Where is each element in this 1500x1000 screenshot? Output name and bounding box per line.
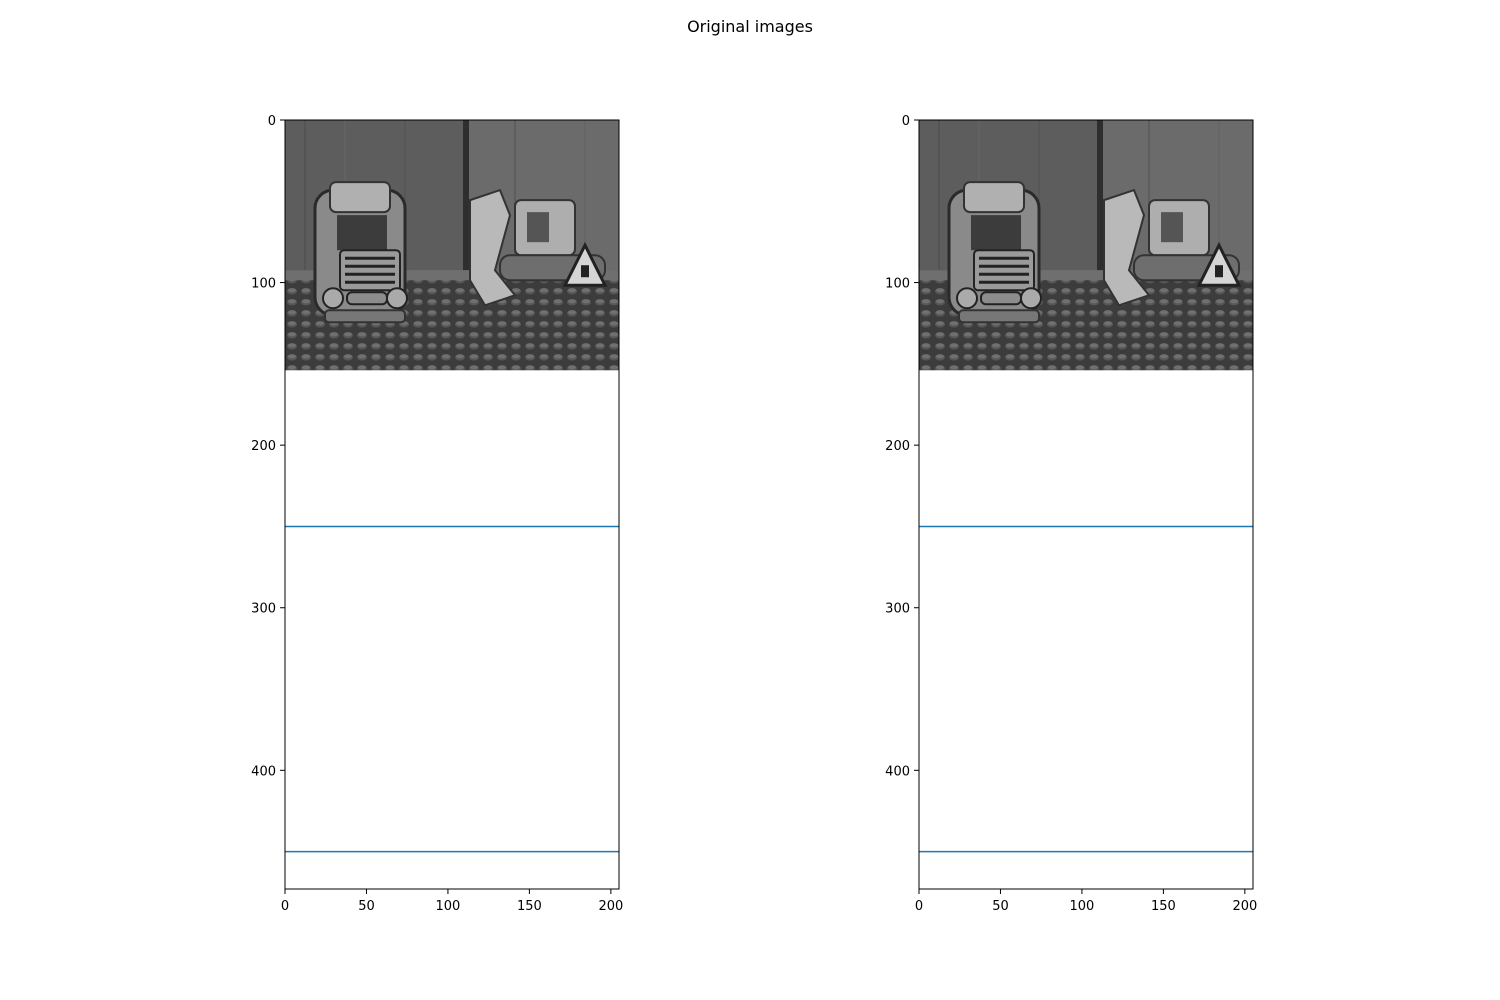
- axes-panel-2: 0 50 100 150 200 0 100 200 300 400: [885, 114, 1257, 914]
- y-tick-label: 300: [251, 602, 276, 617]
- x-tick-label: 200: [1232, 899, 1257, 914]
- y-tick-label: 0: [268, 114, 276, 129]
- x-tick-label: 150: [517, 899, 542, 914]
- grayscale-image: [285, 120, 619, 371]
- axes-frame: [284, 119, 620, 890]
- axes-frame: [918, 119, 1254, 890]
- x-tick-label: 200: [598, 899, 623, 914]
- figure-title: Original images: [687, 17, 813, 36]
- y-tick-label: 100: [251, 277, 276, 292]
- axes-panel-1: 0 50 100 150 200 0 100 200 300 400: [251, 114, 623, 914]
- x-tick-label: 0: [915, 899, 923, 914]
- x-tick-label: 50: [358, 899, 375, 914]
- y-tick-label: 400: [251, 764, 276, 779]
- x-tick-label: 100: [1070, 899, 1095, 914]
- y-tick-label: 400: [885, 764, 910, 779]
- y-tick-label: 300: [885, 602, 910, 617]
- y-tick-label: 200: [885, 439, 910, 454]
- y-tick-label: 100: [885, 277, 910, 292]
- y-tick-label: 200: [251, 439, 276, 454]
- axes-layer: 0 50 100 150 200 0 100 200 300 400 0 50 100 150 200 0 10…: [251, 114, 1257, 914]
- x-tick-label: 100: [436, 899, 461, 914]
- y-tick-label: 0: [902, 114, 910, 129]
- x-tick-label: 0: [281, 899, 289, 914]
- grayscale-image: [919, 120, 1253, 371]
- x-tick-label: 50: [992, 899, 1009, 914]
- x-tick-label: 150: [1151, 899, 1176, 914]
